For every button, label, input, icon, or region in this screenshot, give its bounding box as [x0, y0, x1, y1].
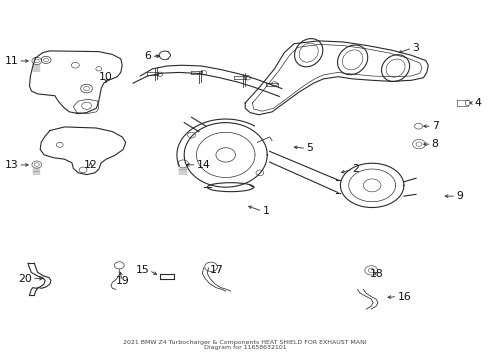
Text: 1: 1: [262, 206, 269, 216]
Text: 5: 5: [306, 143, 313, 153]
Text: 20: 20: [18, 274, 32, 284]
Text: 17: 17: [210, 265, 224, 275]
Text: 14: 14: [196, 160, 210, 170]
Text: 15: 15: [135, 265, 149, 275]
Text: 12: 12: [84, 160, 98, 170]
Text: 3: 3: [412, 43, 419, 53]
Text: 2021 BMW Z4 Turbocharger & Components HEAT SHIELD FOR EXHAUST MANI
Diagram for 1: 2021 BMW Z4 Turbocharger & Components HE…: [123, 339, 367, 350]
Text: 16: 16: [397, 292, 411, 302]
Text: 2: 2: [353, 164, 360, 174]
Text: 4: 4: [475, 98, 482, 108]
Text: 18: 18: [370, 269, 384, 279]
Text: 11: 11: [4, 56, 18, 66]
Text: 8: 8: [432, 139, 439, 149]
Text: 7: 7: [432, 121, 439, 131]
Text: 19: 19: [115, 276, 129, 286]
Text: 6: 6: [145, 51, 151, 61]
Text: 9: 9: [456, 191, 463, 201]
Text: 13: 13: [4, 160, 18, 170]
Text: 10: 10: [99, 72, 113, 82]
